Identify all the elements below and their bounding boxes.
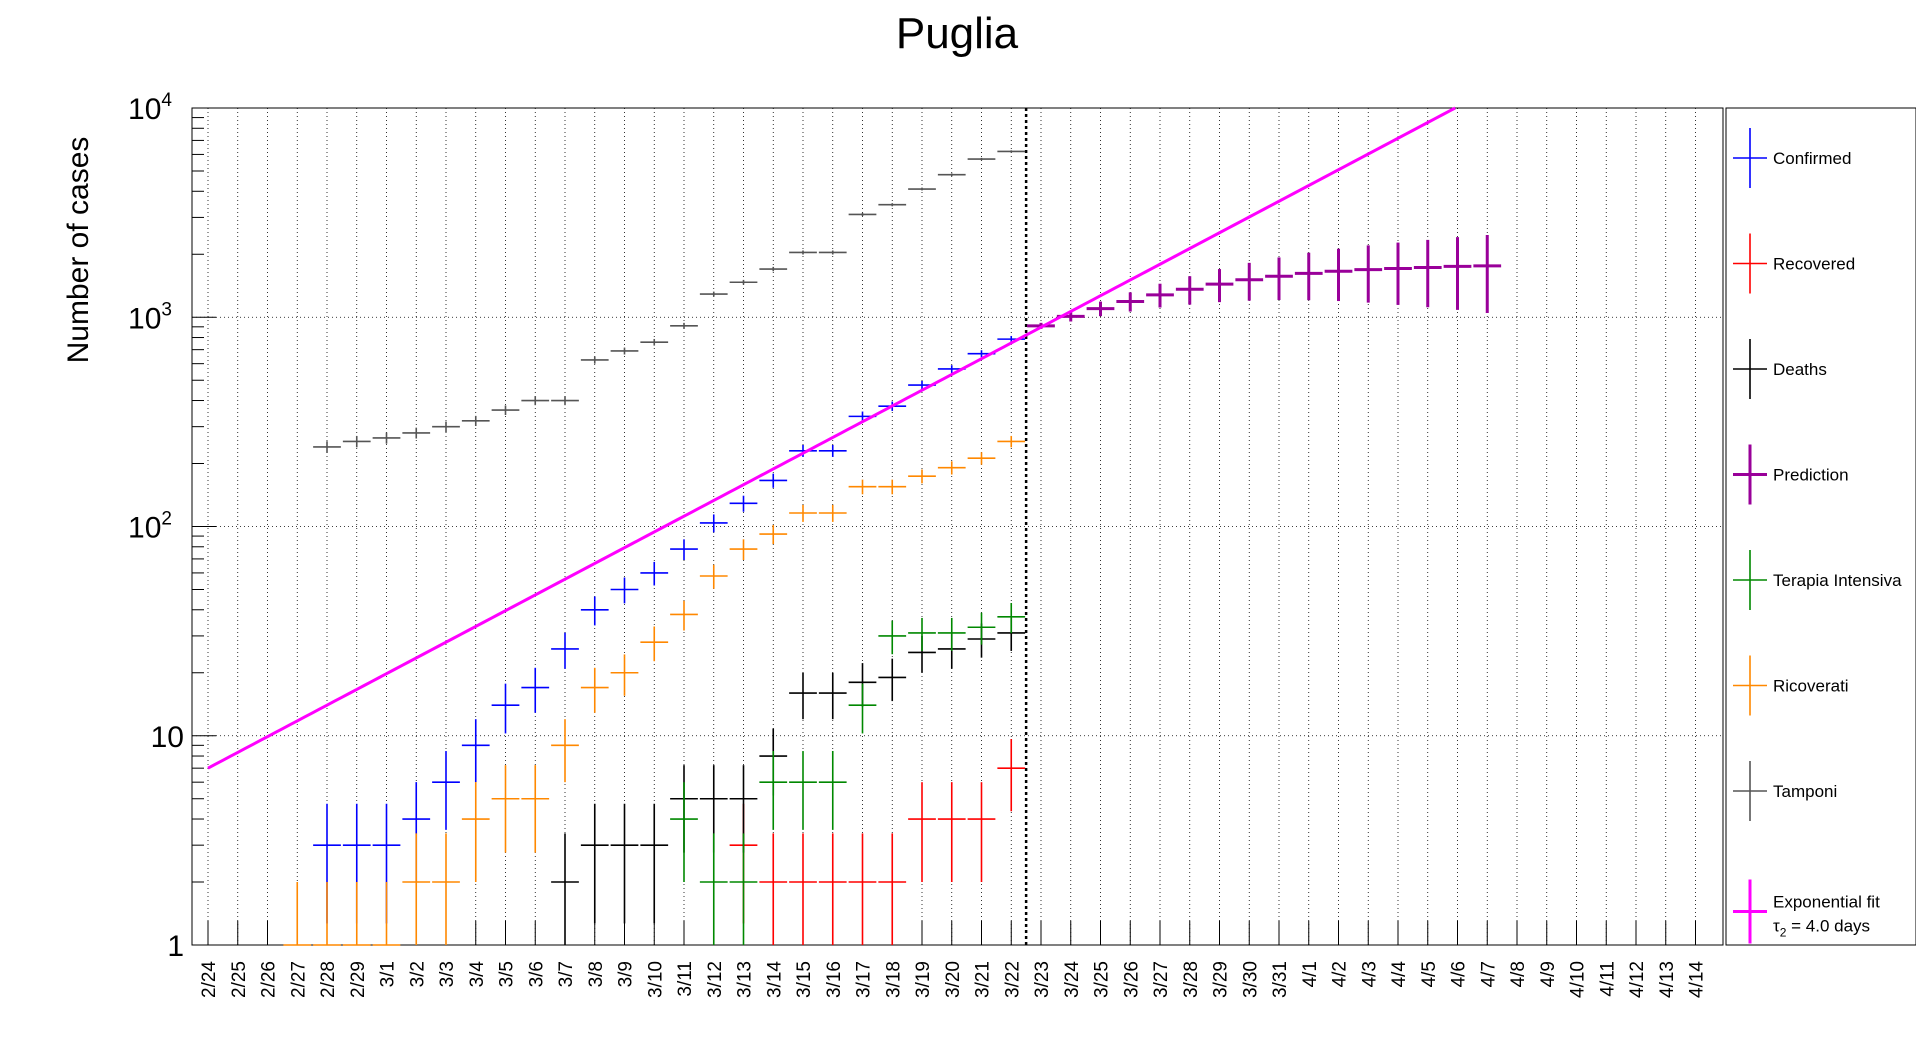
chart-title: Puglia [896, 9, 1019, 58]
x-tick-label: 3/8 [586, 961, 607, 987]
legend-label: Ricoverati [1773, 677, 1849, 696]
x-tick-label: 3/17 [854, 961, 875, 998]
series-prediction [1027, 234, 1502, 329]
x-tick-label: 2/27 [288, 961, 309, 998]
legend-fit-tau-label: τ2 = 4.0 days [1773, 917, 1870, 940]
series-recovered [729, 739, 1026, 945]
x-tick-label: 3/26 [1121, 961, 1142, 998]
x-tick-label: 4/1 [1300, 961, 1321, 987]
series-tamponi [313, 150, 1026, 454]
series-ricoverati [283, 435, 1026, 946]
y-tick-label: 1 [167, 930, 184, 963]
x-tick-label: 3/31 [1270, 961, 1291, 998]
y-axis-label: Number of cases [62, 137, 95, 364]
x-tick-label: 3/5 [497, 961, 518, 987]
x-tick-label: 3/2 [407, 961, 428, 987]
y-tick-label: 10 [151, 721, 184, 754]
x-tick-label: 3/10 [645, 961, 666, 998]
legend-label: Confirmed [1773, 149, 1851, 168]
x-tick-label: 3/25 [1092, 961, 1113, 998]
x-tick-label: 4/6 [1449, 961, 1470, 987]
x-tick-label: 3/30 [1240, 961, 1261, 998]
x-tick-label: 3/23 [1032, 961, 1053, 998]
x-tick-label: 2/29 [348, 961, 369, 998]
legend-label: Prediction [1773, 466, 1849, 485]
x-tick-label: 3/18 [883, 961, 904, 998]
x-tick-label: 3/22 [1002, 961, 1023, 998]
x-tick-label: 3/14 [764, 961, 785, 998]
x-tick-label: 3/21 [973, 961, 994, 998]
x-tick-label: 3/4 [467, 961, 488, 988]
x-tick-label: 4/5 [1419, 961, 1440, 987]
x-tick-label: 3/1 [378, 961, 399, 987]
x-tick-label: 3/19 [913, 961, 934, 998]
series-layer [283, 150, 1502, 946]
x-tick-label: 3/9 [616, 961, 637, 987]
x-tick-label: 2/28 [318, 961, 339, 998]
x-tick-label: 3/27 [1151, 961, 1172, 998]
y-tick-label: 102 [128, 509, 172, 545]
legend-label: Terapia Intensiva [1773, 571, 1902, 590]
y-tick-label: 103 [128, 299, 172, 335]
x-tick-label: 3/12 [705, 961, 726, 998]
legend: Confirmed Recovered Deaths Prediction Terapi… [1725, 107, 1916, 946]
x-tick-label: 2/25 [229, 961, 250, 998]
x-tick-labels: 2/24 2/25 2/26 2/27 2/28 2/29 3/1 3/2 3/3 3/4 3/5 3… [199, 961, 1708, 998]
x-tick-label: 3/6 [526, 961, 547, 987]
x-tick-label: 3/29 [1211, 961, 1232, 998]
fit-layer [207, 106, 1456, 770]
legend-label: Recovered [1773, 255, 1855, 274]
x-tick-label: 3/3 [437, 961, 458, 987]
exponential-fit-line [207, 106, 1456, 770]
x-tick-label: 4/14 [1687, 961, 1708, 998]
x-tick-label: 4/10 [1568, 961, 1589, 998]
legend-label: Tamponi [1773, 782, 1837, 801]
x-tick-label: 3/15 [794, 961, 815, 998]
x-tick-label: 4/12 [1627, 961, 1648, 998]
x-tick-label: 4/2 [1330, 961, 1351, 987]
x-tick-label: 3/7 [556, 961, 577, 987]
y-tick-label: 104 [128, 90, 172, 126]
x-tick-label: 4/9 [1538, 961, 1559, 987]
x-tick-label: 4/8 [1508, 961, 1529, 987]
x-tick-label: 3/24 [1062, 961, 1083, 998]
x-tick-label: 4/3 [1359, 961, 1380, 987]
y-tick-labels: 1 10 102 103 104 [128, 90, 184, 963]
x-tick-label: 4/11 [1597, 961, 1618, 997]
x-tick-label: 3/13 [735, 961, 756, 998]
x-tick-label: 3/28 [1181, 961, 1202, 998]
x-tick-label: 4/4 [1389, 961, 1410, 988]
x-tick-label: 3/20 [943, 961, 964, 998]
x-tick-label: 3/11 [675, 961, 696, 997]
x-tick-label: 2/24 [199, 961, 220, 998]
x-tick-label: 2/26 [259, 961, 280, 998]
legend-fit-label: Exponential fit [1773, 893, 1880, 912]
legend-label: Deaths [1773, 360, 1827, 379]
x-tick-label: 4/13 [1657, 961, 1678, 998]
x-tick-label: 3/16 [824, 961, 845, 998]
x-tick-label: 4/7 [1478, 961, 1499, 987]
series-terapia-intensiva [670, 603, 1026, 945]
legend-box [1725, 107, 1916, 946]
